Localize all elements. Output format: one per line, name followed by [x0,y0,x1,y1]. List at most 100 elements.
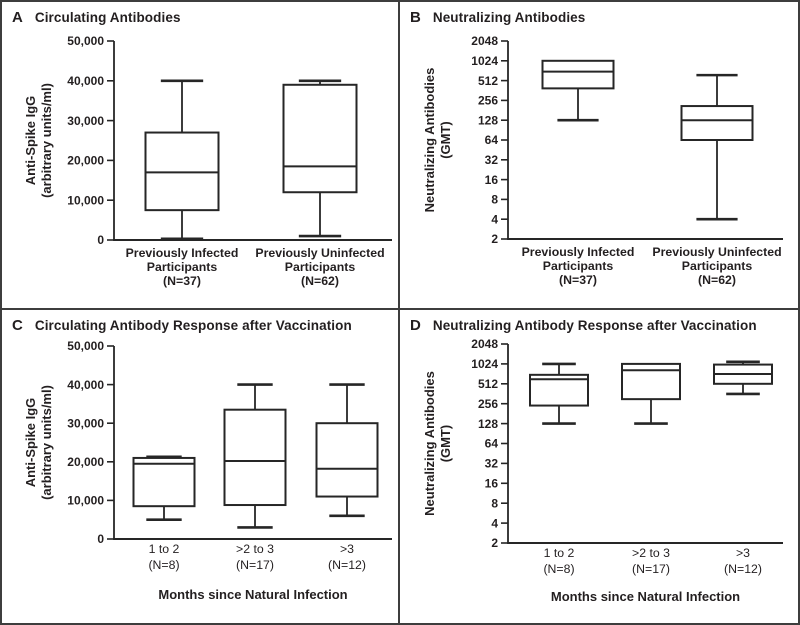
x-axis-title: Months since Natural Infection [551,589,740,604]
y-tick-label: 2 [491,232,498,246]
y-tick-label: 32 [485,153,499,167]
panel-c: C Circulating Antibody Response after Va… [2,310,400,623]
box-plot [529,362,589,425]
category-label: Participants [543,259,614,273]
category-label: (N=8) [543,562,574,576]
panel-letter: A [12,9,23,26]
category-label: Previously Uninfected [255,246,384,260]
y-tick-label: 2048 [471,34,498,48]
iqr-box [132,456,196,508]
panel-letter: D [410,317,421,334]
y-tick-label: 1024 [471,54,498,68]
y-tick-label: 50,000 [67,339,104,353]
panel-a: A Circulating Antibodies 0 10,000 20,000 30… [2,2,400,310]
category-label: (N=12) [328,558,366,572]
y-tick-label: 30,000 [67,114,104,128]
category-label: (N=8) [148,558,179,572]
category-label: >2 to 3 [236,542,274,556]
iqr-box [223,408,287,507]
y-axis-label: (arbitrary units/ml) [39,385,54,500]
category-label: Participants [682,259,753,273]
y-axis-label: (arbitrary units/ml) [39,83,54,198]
y-tick-label: 128 [478,113,498,127]
iqr-box [680,105,754,141]
y-tick-label: 512 [478,377,498,391]
panel-title: Circulating Antibody Response after Vacc… [34,318,352,333]
y-tick-label: 20,000 [67,154,104,168]
y-tick-label: 256 [478,94,498,108]
category-label: (N=62) [301,274,339,288]
y-axis-label: Neutralizing Antibodies [422,68,437,213]
category-label: (N=37) [163,274,201,288]
iqr-box [315,422,379,498]
category-label: >3 [340,542,354,556]
y-tick-label: 64 [485,437,499,451]
category-label: (N=12) [724,562,762,576]
category-label: Participants [285,260,356,274]
panel-a-header: A Circulating Antibodies [12,9,181,26]
y-tick-label: 2 [491,536,498,550]
box-plot [621,362,681,425]
y-tick-label: 10,000 [67,193,104,207]
y-tick-label: 256 [478,397,498,411]
y-tick-label: 8 [491,193,498,207]
panel-b: B Neutralizing Antibodies 2 4 8 16 32 64 128 25… [400,2,798,310]
box-plot [541,59,615,122]
category-label: 1 to 2 [544,546,575,560]
panel-title: Neutralizing Antibody Response after Vac… [432,318,757,333]
y-tick-label: 1024 [471,357,498,371]
y-tick-label: 64 [485,133,499,147]
y-tick-label: 20,000 [67,455,104,469]
panel-letter: C [12,317,23,334]
panel-c-header: C Circulating Antibody Response after Va… [12,317,352,334]
category-label: (N=17) [236,558,274,572]
y-tick-label: 2048 [471,337,498,351]
box-plot [282,79,358,238]
y-tick-label: 4 [491,516,498,530]
y-tick-label: 0 [97,233,104,247]
category-label: Previously Infected [126,246,239,260]
y-tick-label: 8 [491,496,498,510]
box-plot [132,455,196,521]
box-plot [223,383,287,529]
y-tick-label: 40,000 [67,378,104,392]
category-label: (N=62) [698,273,736,287]
y-tick-label: 32 [485,457,499,471]
y-tick-label: 4 [491,212,498,226]
panel-d: D Neutralizing Antibody Response after V… [400,310,798,623]
y-tick-label: 16 [485,477,499,491]
y-axis-label: (GMT) [438,121,453,159]
category-label: Participants [147,260,218,274]
panel-b-header: B Neutralizing Antibodies [410,9,585,26]
y-tick-label: 128 [478,417,498,431]
y-tick-label: 10,000 [67,494,104,508]
category-label: >3 [736,546,750,560]
box-plot [315,383,379,518]
y-axis-label: Anti-Spike IgG [23,96,38,186]
panel-c-chart: 0 10,000 20,000 30,000 40,000 50,000 Anti-Spik… [23,339,392,602]
y-tick-label: 40,000 [67,74,104,88]
category-label: Previously Uninfected [652,245,781,259]
category-label: (N=37) [559,273,597,287]
panel-title: Circulating Antibodies [34,10,181,25]
iqr-box [282,83,358,194]
category-label: 1 to 2 [149,542,180,556]
y-tick-label: 0 [97,532,104,546]
panel-a-chart: 0 10,000 20,000 30,000 40,000 50,000 Anti-Spik… [23,34,392,288]
iqr-box [541,59,615,90]
y-tick-label: 512 [478,74,498,88]
category-label: (N=17) [632,562,670,576]
y-axis-label: Neutralizing Antibodies [422,371,437,516]
box-plot [680,73,754,221]
box-plot [144,79,220,241]
box-plot [713,360,773,396]
panel-title: Neutralizing Antibodies [432,10,586,25]
x-axis-title: Months since Natural Infection [158,587,347,602]
category-label: >2 to 3 [632,546,670,560]
panel-letter: B [410,9,421,26]
y-tick-label: 50,000 [67,34,104,48]
iqr-box [621,362,681,401]
panel-d-header: D Neutralizing Antibody Response after V… [410,317,757,334]
y-tick-label: 30,000 [67,416,104,430]
